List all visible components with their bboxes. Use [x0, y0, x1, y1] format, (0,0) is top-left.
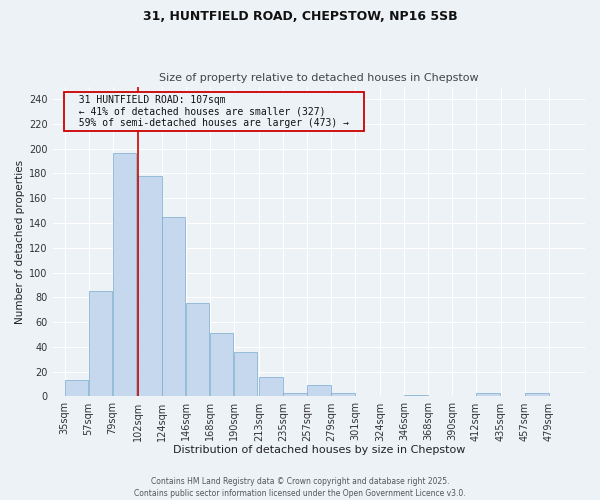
- Bar: [331, 393, 355, 396]
- Title: Size of property relative to detached houses in Chepstow: Size of property relative to detached ho…: [159, 73, 479, 83]
- Bar: [210, 333, 233, 396]
- X-axis label: Distribution of detached houses by size in Chepstow: Distribution of detached houses by size …: [173, 445, 465, 455]
- Text: Contains HM Land Registry data © Crown copyright and database right 2025.
Contai: Contains HM Land Registry data © Crown c…: [134, 476, 466, 498]
- Bar: [89, 291, 112, 397]
- Bar: [307, 386, 331, 396]
- Bar: [283, 393, 307, 396]
- Y-axis label: Number of detached properties: Number of detached properties: [15, 160, 25, 324]
- Bar: [404, 395, 428, 396]
- Bar: [162, 216, 185, 396]
- Bar: [476, 393, 500, 396]
- Text: 31, HUNTFIELD ROAD, CHEPSTOW, NP16 5SB: 31, HUNTFIELD ROAD, CHEPSTOW, NP16 5SB: [143, 10, 457, 23]
- Bar: [65, 380, 88, 396]
- Bar: [138, 176, 161, 396]
- Bar: [186, 304, 209, 396]
- Bar: [234, 352, 257, 397]
- Bar: [525, 393, 549, 396]
- Bar: [259, 376, 283, 396]
- Bar: [113, 154, 136, 396]
- Text: 31 HUNTFIELD ROAD: 107sqm  
  ← 41% of detached houses are smaller (327)  
  59%: 31 HUNTFIELD ROAD: 107sqm ← 41% of detac…: [67, 95, 361, 128]
